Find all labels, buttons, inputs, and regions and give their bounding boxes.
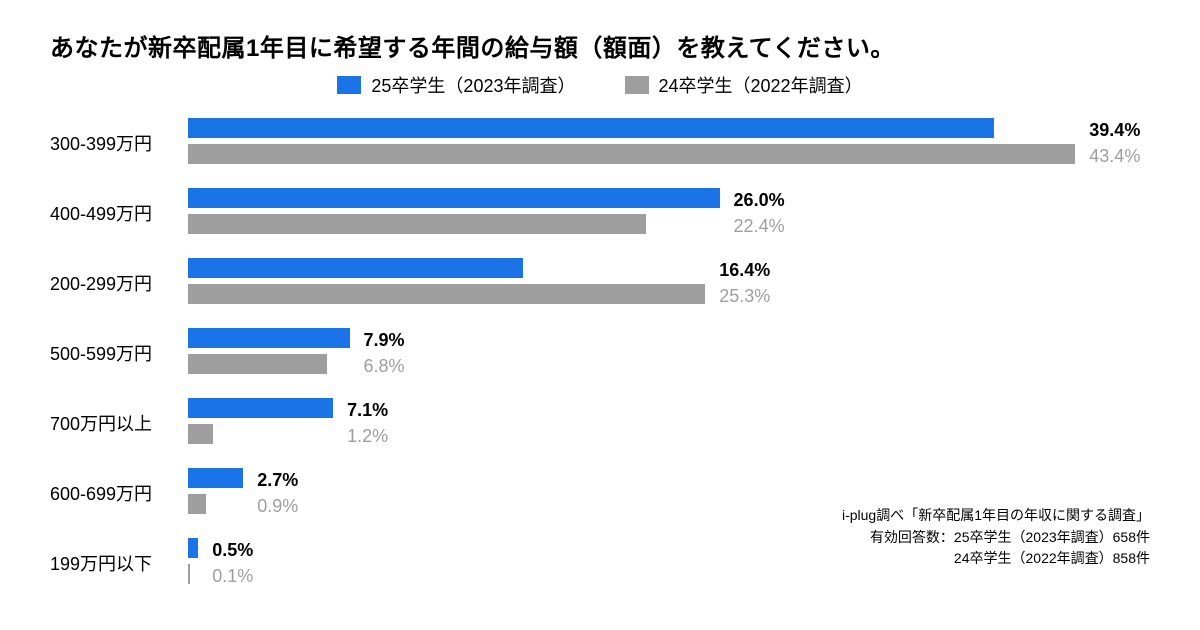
footnote-line: i-plug調べ「新卒配属1年目の年収に関する調査」: [842, 505, 1150, 527]
bar-series-a: [188, 468, 243, 488]
legend: 25卒学生（2023年調査） 24卒学生（2022年調査）: [0, 72, 1200, 99]
category-label: 500-599万円: [50, 322, 188, 384]
footnote: i-plug調べ「新卒配属1年目の年収に関する調査」 有効回答数：25卒学生（2…: [842, 505, 1150, 570]
bar-series-b: [188, 564, 190, 584]
legend-label-a: 25卒学生（2023年調査）: [371, 72, 575, 98]
value-label-series-a: 39.4%: [1089, 120, 1140, 140]
bar-series-b: [188, 424, 213, 444]
legend-swatch-a: [337, 76, 361, 94]
category-label: 600-699万円: [50, 462, 188, 524]
bar-series-b: [188, 214, 646, 234]
chart-row: 500-599万円 7.9% 6.8%: [50, 322, 1150, 384]
bar-series-a: [188, 188, 720, 208]
value-label-series-a: 7.9%: [364, 330, 405, 350]
category-label: 199万円以下: [50, 532, 188, 594]
legend-item-series-a: 25卒学生（2023年調査）: [337, 72, 575, 98]
bar-series-b: [188, 354, 327, 374]
chart-title: あなたが新卒配属1年目に希望する年間の給与額（額面）を教えてください。: [50, 28, 895, 63]
value-label-series-b: 22.4%: [734, 216, 785, 236]
category-label: 200-299万円: [50, 252, 188, 314]
chart-row: 700万円以上 7.1% 1.2%: [50, 392, 1150, 454]
bar-series-a: [188, 258, 523, 278]
value-label-series-b: 6.8%: [364, 356, 405, 376]
bar-series-b: [188, 144, 1075, 164]
category-label: 400-499万円: [50, 182, 188, 244]
footnote-line: 24卒学生（2022年調査）858件: [842, 548, 1150, 570]
bar-series-a: [188, 328, 350, 348]
value-label-series-a: 0.5%: [212, 540, 253, 560]
legend-label-b: 24卒学生（2022年調査）: [659, 72, 863, 98]
bar-series-a: [188, 538, 198, 558]
value-label-series-a: 2.7%: [257, 470, 298, 490]
chart-row: 400-499万円 26.0% 22.4%: [50, 182, 1150, 244]
bar-series-a: [188, 118, 994, 138]
category-label: 300-399万円: [50, 112, 188, 174]
value-label-series-b: 0.9%: [257, 496, 298, 516]
footnote-line: 有効回答数：25卒学生（2023年調査）658件: [842, 527, 1150, 549]
bar-series-b: [188, 494, 206, 514]
value-label-series-b: 1.2%: [347, 426, 388, 446]
value-label-series-a: 26.0%: [734, 190, 785, 210]
value-label-series-b: 43.4%: [1089, 146, 1140, 166]
chart-row: 300-399万円 39.4% 43.4%: [50, 112, 1150, 174]
value-label-series-b: 0.1%: [212, 566, 253, 586]
value-label-series-a: 7.1%: [347, 400, 388, 420]
value-label-series-a: 16.4%: [719, 260, 770, 280]
bar-series-b: [188, 284, 705, 304]
category-label: 700万円以上: [50, 392, 188, 454]
legend-item-series-b: 24卒学生（2022年調査）: [625, 72, 863, 98]
legend-swatch-b: [625, 76, 649, 94]
chart-row: 200-299万円 16.4% 25.3%: [50, 252, 1150, 314]
bar-series-a: [188, 398, 333, 418]
value-label-series-b: 25.3%: [719, 286, 770, 306]
